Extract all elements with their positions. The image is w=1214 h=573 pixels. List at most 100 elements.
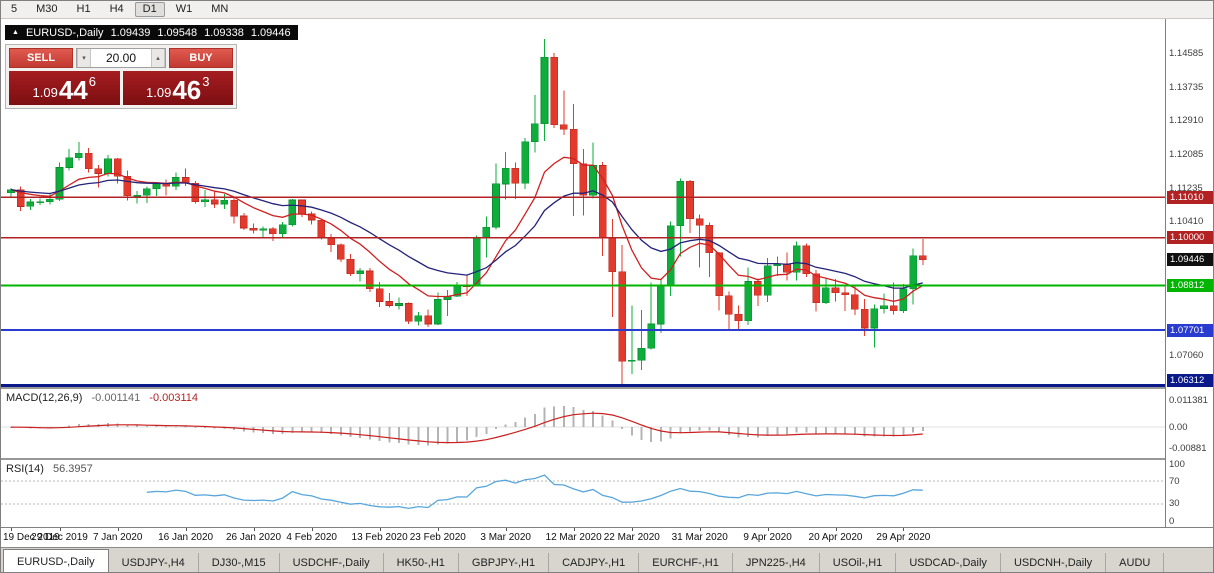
candle-bullish [792,245,801,273]
candle-bullish [482,227,491,239]
timeframe-button-m30[interactable]: M30 [28,2,65,17]
collapse-icon[interactable]: ▲ [12,29,19,36]
date-label: 7 Jan 2020 [92,532,143,543]
macd-histogram-bar [368,427,371,440]
bid-big-digits: 44 [58,75,88,105]
timeframe-button-mn[interactable]: MN [203,2,236,17]
candle-bullish [395,303,403,306]
volume-input[interactable]: 20.00 [105,51,137,65]
macd-histogram-bar [727,427,730,436]
macd-tick-0.00: 0.00 [1169,421,1188,433]
macd-histogram-bar [621,427,624,429]
rsi-indicator-chart[interactable] [1,460,1165,527]
candle-bearish [918,255,927,261]
candle-bullish [540,56,549,124]
candle-bearish [831,287,840,293]
candle-bullish [259,228,268,231]
tab-usdjpy-h4[interactable]: USDJPY-,H4 [109,553,199,572]
tab-gbpjpy-h1[interactable]: GBPJPY-,H1 [459,553,550,572]
candle-bearish [715,252,723,297]
candle-bullish [657,285,665,325]
timeframe-button-w1[interactable]: W1 [168,2,201,17]
candle-bullish [530,123,539,143]
candle-bullish [880,305,888,309]
tab-jpn225-h4[interactable]: JPN225-,H4 [733,553,820,572]
macd-histogram-bar [456,427,459,442]
macd-histogram-bar [776,427,779,435]
candle-bullish [676,180,685,226]
buy-button[interactable]: BUY [169,48,233,68]
macd-indicator-chart[interactable] [1,389,1165,458]
candle-bearish [851,294,859,310]
candle-bullish [627,359,636,362]
price-tick-1.10410: 1.10410 [1169,215,1204,227]
date-label: 22 Mar 2020 [603,532,660,543]
ohlc-high: 1.09548 [157,26,198,39]
macd-histogram-bar [485,427,488,434]
date-tick [505,528,507,531]
macd-histogram-bar [650,427,653,442]
macd-histogram-bar [572,407,575,428]
date-tick [59,528,61,531]
ohlc-open: 1.09439 [110,26,151,39]
macd-histogram-bar [543,407,546,428]
date-label: 13 Feb 2020 [351,532,408,543]
date-tick [379,528,381,531]
price-label-1.06312: 1.06312 [1167,373,1213,387]
candle-bearish [230,200,238,217]
tab-dj30-m15[interactable]: DJ30-,M15 [199,553,280,572]
macd-tick-0.011381: 0.011381 [1169,394,1208,406]
volume-decrease-button[interactable]: ▾ [77,49,91,67]
rsi-value: 56.3957 [52,463,93,475]
candle-bearish [754,281,762,296]
candle-bullish [45,198,54,202]
tab-usdchf-daily[interactable]: USDCHF-,Daily [280,553,384,572]
tab-audu[interactable]: AUDU [1106,553,1165,572]
candle-bullish [143,188,151,196]
date-label: 3 Mar 2020 [480,532,531,543]
volume-increase-button[interactable]: ▴ [151,49,165,67]
timeframe-button-d1[interactable]: D1 [134,2,165,17]
candle-bearish [366,270,374,290]
tab-cadjpy-h1[interactable]: CADJPY-,H1 [549,553,640,572]
candle-bearish [889,305,898,311]
tab-hk50-h1[interactable]: HK50-,H1 [384,553,459,572]
candle-bullish [104,158,112,174]
tab-usoil-h1[interactable]: USOil-,H1 [820,553,897,572]
tab-eurusd-daily[interactable]: EURUSD-,Daily [3,549,109,572]
date-label: 26 Jan 2020 [225,532,282,543]
price-tick-1.12910: 1.12910 [1169,115,1204,127]
macd-histogram-bar [844,427,847,435]
tab-eurchf-h1[interactable]: EURCHF-,H1 [639,553,733,572]
bid-price-display[interactable]: 1.09 44 6 [9,71,120,105]
macd-histogram-bar [824,427,827,434]
macd-histogram-bar [883,427,885,437]
macd-histogram-bar [630,427,633,436]
ask-pip-digit: 3 [202,74,210,89]
tab-usdcad-daily[interactable]: USDCAD-,Daily [896,553,1001,572]
sell-button[interactable]: SELL [9,48,73,68]
tab-usdcnh-daily[interactable]: USDCNH-,Daily [1001,553,1107,572]
timeframe-button-5[interactable]: 5 [3,2,25,17]
panel-separator[interactable] [1,387,1213,389]
candle-bearish [686,180,694,220]
date-axis: 19 Dec 2019 29 Dec 2019 7 Jan 2020 16 Jan 2… [1,527,1213,547]
macd-histogram-bar [873,427,876,437]
macd-signal-line [10,412,923,444]
macd-histogram-bar [805,427,808,433]
timeframe-button-h1[interactable]: H1 [69,2,99,17]
rsi-tick-100: 100 [1169,458,1185,470]
macd-histogram-bar [136,425,139,427]
candle-bearish [162,183,170,187]
ask-big-digits: 46 [172,75,202,105]
date-tick [573,528,575,531]
rsi-line [146,474,923,510]
candle-bullish [744,281,753,322]
panel-separator[interactable] [1,458,1213,460]
timeframe-button-h4[interactable]: H4 [102,2,132,17]
macd-histogram-bar [902,427,905,436]
macd-histogram-bar [398,427,400,444]
candle-bearish [404,303,413,322]
rsi-tick-0: 0 [1169,515,1175,527]
ask-price-display[interactable]: 1.09 46 3 [122,71,233,105]
